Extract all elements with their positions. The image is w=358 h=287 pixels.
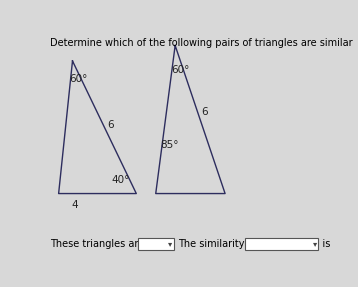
Text: 85°: 85° [160, 140, 178, 150]
FancyBboxPatch shape [245, 238, 318, 250]
Text: 60°: 60° [70, 74, 88, 84]
Text: 60°: 60° [171, 65, 189, 75]
Text: 6: 6 [107, 120, 114, 130]
Text: The similarity condition used is: The similarity condition used is [178, 239, 330, 249]
Text: ▾: ▾ [313, 239, 317, 248]
Text: These triangles are: These triangles are [50, 239, 144, 249]
Text: ▾: ▾ [168, 239, 173, 248]
Text: Determine which of the following pairs of triangles are similar: Determine which of the following pairs o… [50, 38, 353, 48]
Text: 40°: 40° [111, 175, 130, 185]
Text: 4: 4 [71, 199, 78, 210]
FancyBboxPatch shape [138, 238, 174, 250]
Text: 6: 6 [202, 107, 208, 117]
